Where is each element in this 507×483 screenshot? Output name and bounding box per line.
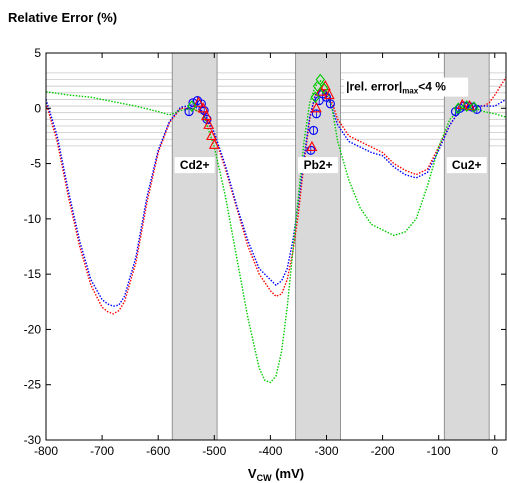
region-label: Cu2+ — [452, 158, 482, 172]
chart-title: Relative Error (%) — [8, 10, 118, 25]
marker-diamond — [187, 100, 197, 112]
x-tick-label: -400 — [258, 444, 282, 458]
y-tick-label: -30 — [24, 433, 42, 447]
x-axis-label-main: V — [248, 466, 257, 481]
y-tick-label: -25 — [24, 378, 42, 392]
y-tick-label: -5 — [30, 157, 41, 171]
region-label-bg — [446, 157, 487, 174]
x-tick-label: -800 — [34, 444, 58, 458]
region-label: Cd2+ — [180, 158, 210, 172]
series-group — [45, 76, 507, 384]
marker-diamond — [310, 91, 320, 104]
x-tick-label: -200 — [371, 444, 395, 458]
marker-triangle — [203, 118, 215, 129]
region-label: Pb2+ — [304, 158, 333, 172]
marker-triangle — [201, 109, 212, 121]
x-axis-label-sub: CW — [257, 473, 272, 483]
x-tick-label: -700 — [90, 444, 114, 458]
tolerance-band-group — [46, 72, 506, 151]
x-tick-label: -600 — [146, 444, 170, 458]
marker-triangle — [197, 102, 209, 113]
y-tick-label: 5 — [34, 46, 41, 60]
region-label-bg — [174, 157, 215, 174]
x-axis-label: VCW (mV) — [248, 466, 304, 483]
marker-diamond — [453, 102, 464, 115]
x-axis-label-unit: (mV) — [272, 466, 305, 481]
y-tick-label: -15 — [24, 267, 42, 281]
y-tick-label: 0 — [34, 101, 41, 115]
plot-frame — [45, 52, 507, 441]
series-line — [45, 89, 507, 307]
marker-triangle — [310, 102, 322, 113]
series-line — [45, 76, 507, 315]
y-tick-label: -10 — [24, 212, 42, 226]
marker-triangle — [323, 88, 335, 100]
tolerance-label-bg — [344, 77, 469, 97]
region-label-bg — [298, 157, 339, 174]
highlight-region — [295, 52, 341, 441]
tolerance-label: |rel. error|max<4 % — [346, 80, 446, 96]
annotation-group: Cd2+ Pb2+ Cu2+ |rel. error|max<4 % — [174, 77, 487, 174]
marker-triangle — [208, 138, 220, 149]
tick-group: -800 -700 -600 -500 -400 -300 -200 -100 0 5 0 -5 -10… — [24, 46, 506, 458]
marker-group — [184, 73, 482, 155]
marker-diamond — [469, 101, 479, 114]
x-tick-label: 0 — [491, 444, 498, 458]
marker-diamond — [462, 100, 472, 112]
marker-triangle — [315, 85, 327, 96]
marker-triangle — [319, 79, 331, 91]
region-group — [171, 52, 490, 441]
y-tick-label: -20 — [24, 322, 42, 336]
x-tick-label: -100 — [427, 444, 451, 458]
marker-triangle — [193, 96, 204, 107]
marker-diamond — [315, 73, 326, 86]
marker-triangle — [206, 129, 217, 140]
x-tick-label: -300 — [314, 444, 338, 458]
x-tick-label: -500 — [202, 444, 226, 458]
marker-diamond — [318, 82, 329, 95]
highlight-region — [443, 52, 490, 441]
marker-triangle — [306, 140, 318, 152]
